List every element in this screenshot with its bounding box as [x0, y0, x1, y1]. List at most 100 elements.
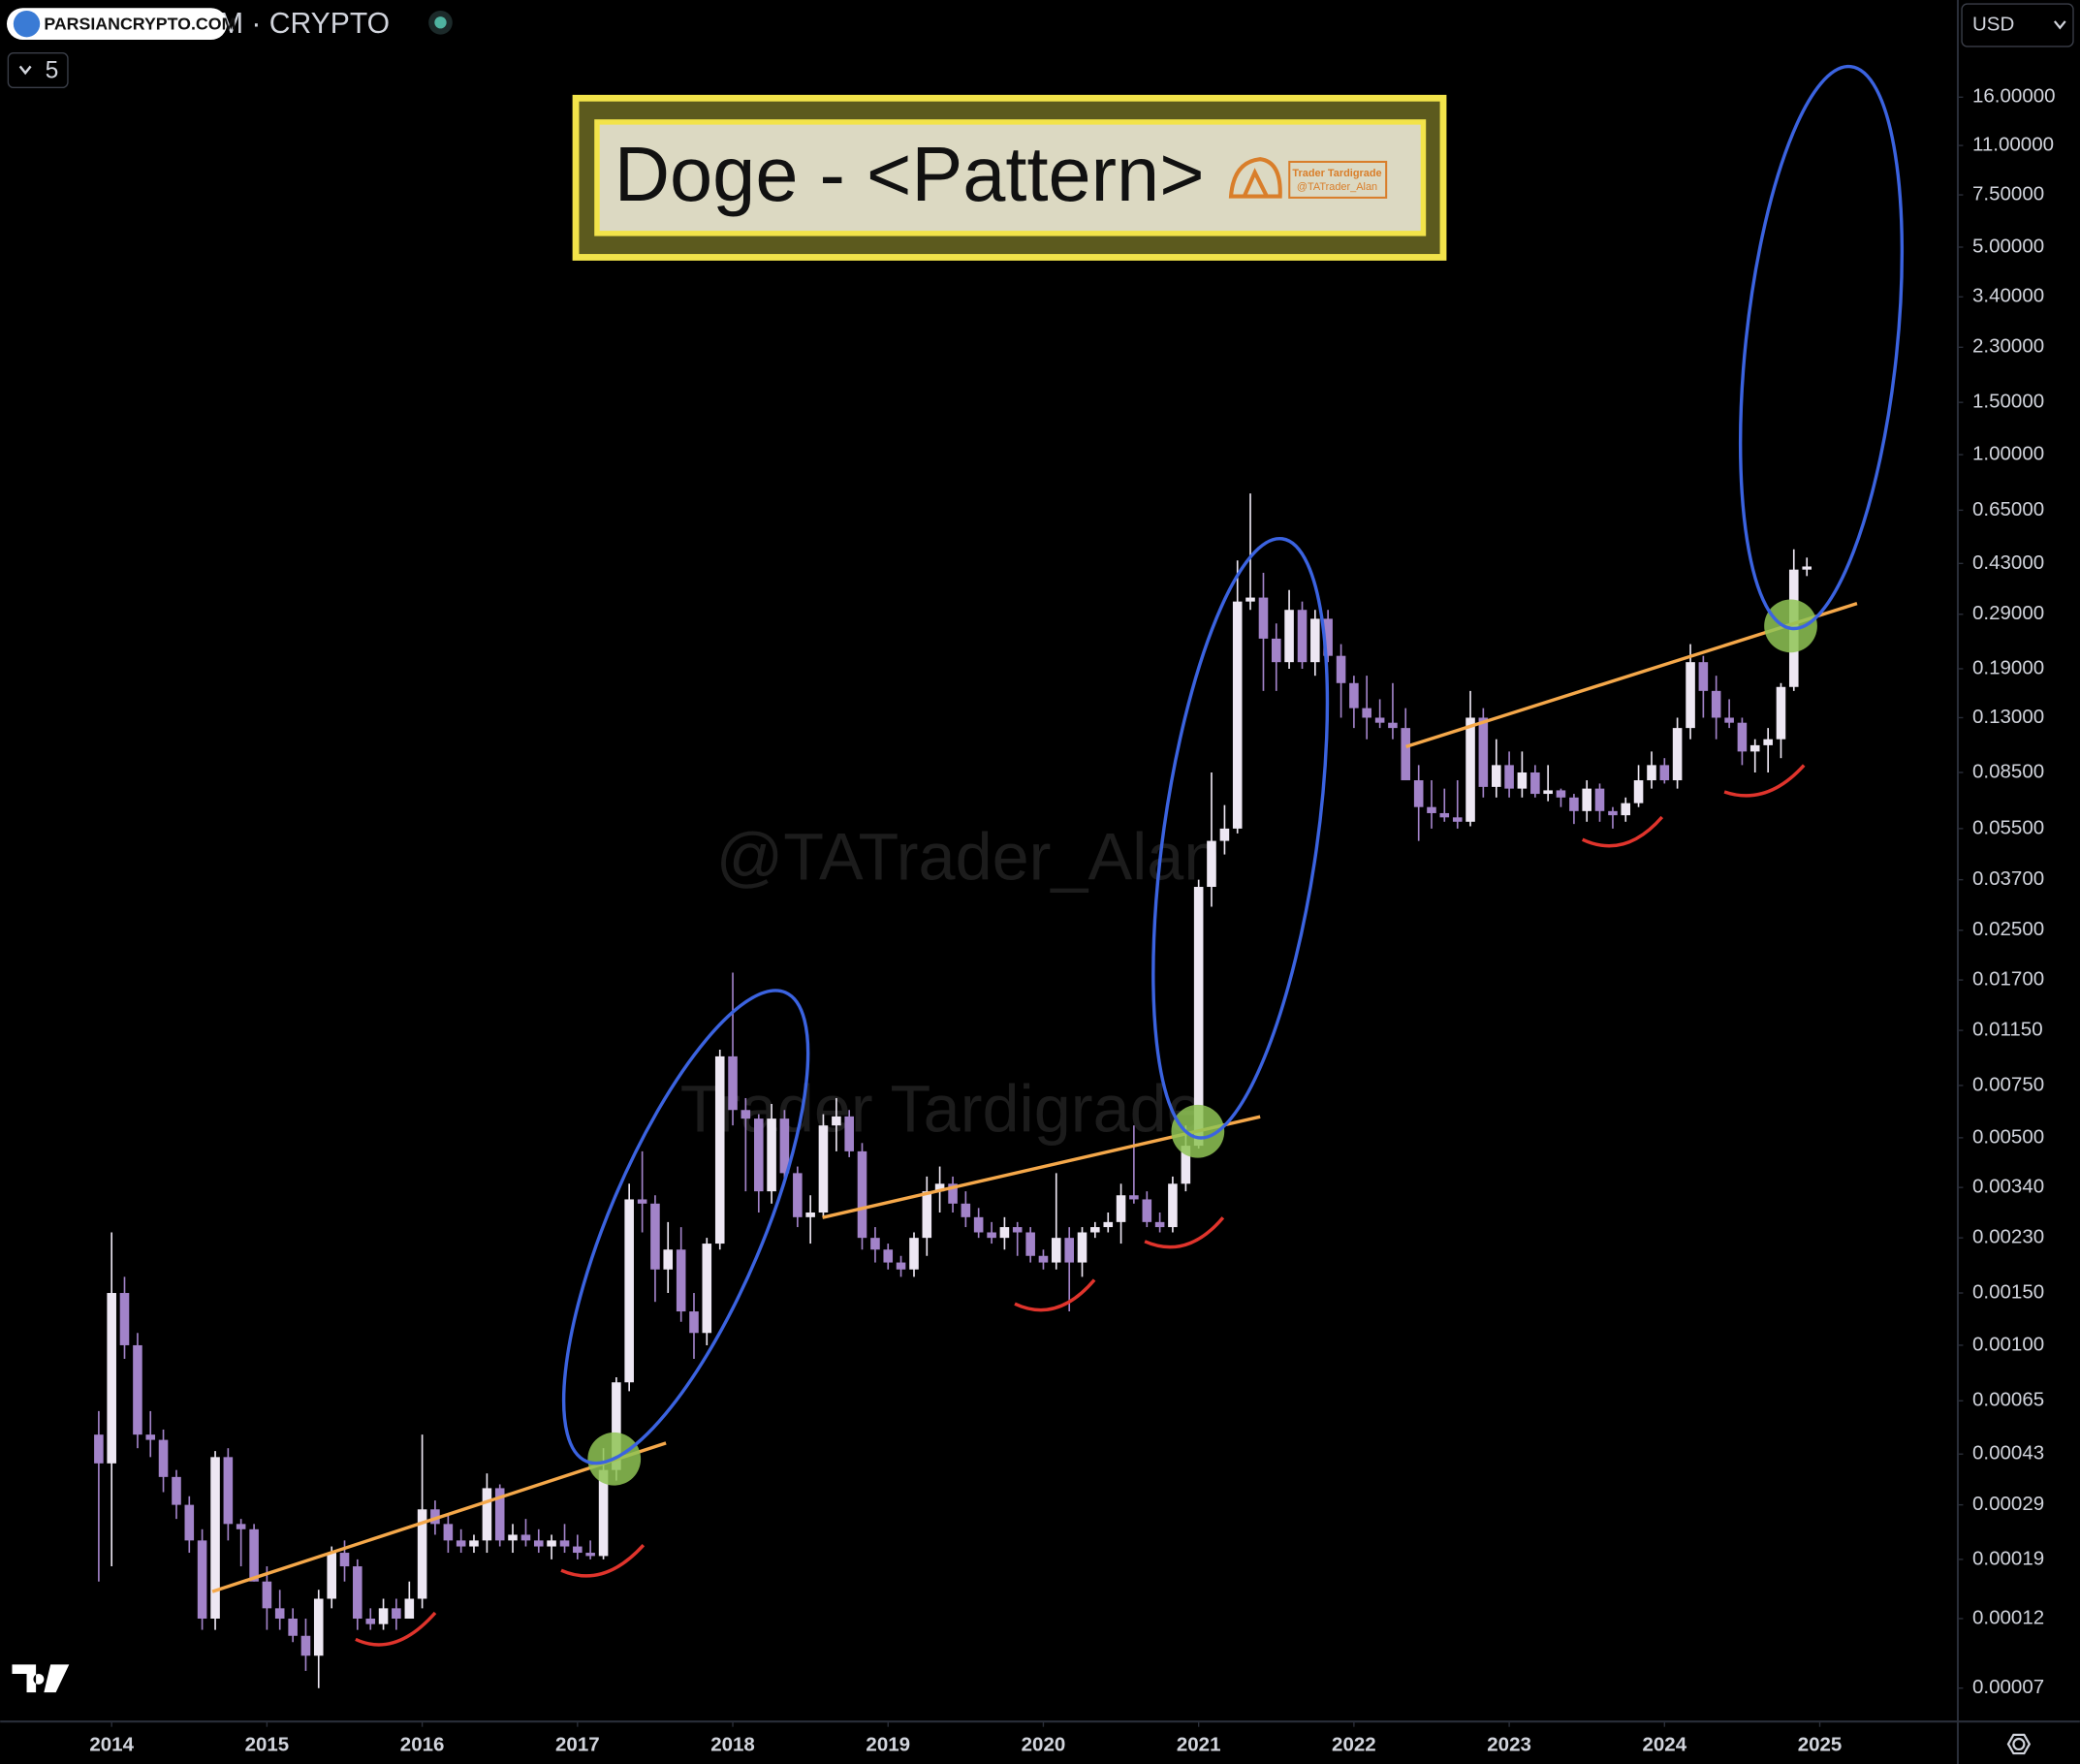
annotations [211, 64, 1905, 1647]
y-tick-label: 2.30000 [1972, 335, 2044, 358]
y-tick-label: 1.00000 [1972, 443, 2044, 465]
settings-icon[interactable] [2012, 1737, 2026, 1751]
y-tick-label: 0.00019 [1972, 1547, 2044, 1569]
y-tick-label: 0.00340 [1972, 1176, 2044, 1198]
base-arc [1014, 1278, 1096, 1312]
candle-body [1154, 1221, 1165, 1228]
candle-body [805, 1212, 815, 1217]
candle-body [1413, 780, 1424, 807]
currency-dropdown[interactable] [1961, 3, 2074, 47]
candle-body [158, 1439, 169, 1477]
candle-body [249, 1528, 259, 1582]
badge-text: PARSIANCRYPTO.COM [44, 15, 236, 34]
candle-body [1193, 887, 1204, 1147]
x-tick-label: 2015 [245, 1733, 290, 1755]
y-tick-label: 0.08500 [1972, 760, 2044, 782]
base-arc [355, 1611, 437, 1647]
interval-button[interactable] [7, 52, 69, 88]
candle-body [365, 1618, 376, 1624]
y-tick-label: 0.00012 [1972, 1606, 2044, 1628]
candle-body [1594, 788, 1605, 811]
candle-body [767, 1118, 776, 1192]
candle-body [1258, 597, 1269, 639]
candle-body [922, 1191, 932, 1239]
candle-body [456, 1540, 466, 1547]
candle-body [961, 1203, 971, 1217]
x-tick-label: 2018 [710, 1733, 755, 1755]
y-tick-label: 0.13000 [1972, 706, 2044, 728]
y-tick-label: 0.29000 [1972, 602, 2044, 624]
candle-body [392, 1608, 401, 1619]
candle-body [870, 1238, 880, 1250]
candle-body [1698, 662, 1709, 691]
base-arc [1581, 815, 1664, 848]
candle-body [973, 1216, 984, 1233]
candle-body [585, 1553, 595, 1557]
candle-body [1388, 722, 1398, 729]
candle-body [1427, 806, 1436, 813]
candle-body [1297, 610, 1308, 663]
candle-body [417, 1509, 427, 1599]
candle-body [612, 1382, 621, 1470]
candle-body [832, 1116, 841, 1126]
y-tick-label: 0.43000 [1972, 551, 2044, 574]
candle-body [1776, 686, 1786, 740]
candle-body [1478, 717, 1489, 787]
candle-body [133, 1344, 142, 1435]
y-tick-label: 16.00000 [1972, 85, 2056, 108]
y-tick-label: 11.00000 [1972, 134, 2054, 156]
candle-body [1711, 690, 1721, 718]
candle-body [119, 1293, 130, 1345]
y-tick-label: 7.50000 [1972, 182, 2044, 205]
candle-body [1659, 765, 1670, 781]
candle-body [844, 1116, 854, 1151]
candle-body [1349, 682, 1359, 709]
candle-body [987, 1232, 996, 1239]
candle-body [1465, 717, 1475, 822]
y-tick-label: 0.00230 [1972, 1226, 2044, 1248]
candle-body [107, 1293, 116, 1464]
candle-body [1737, 722, 1748, 752]
candle-body [883, 1249, 894, 1263]
candle-body [1168, 1183, 1178, 1228]
candle-body [184, 1504, 195, 1541]
interval-label: 5 [46, 57, 59, 83]
candle-body [676, 1249, 686, 1312]
y-tick-label: 0.65000 [1972, 498, 2044, 520]
candle-body [1452, 817, 1463, 822]
currency-label: USD [1972, 13, 2014, 35]
candle-body [650, 1203, 660, 1270]
candle-body [1492, 765, 1501, 787]
candle-body [1763, 739, 1773, 745]
x-tick-label: 2019 [866, 1733, 910, 1755]
candle-body [1012, 1227, 1023, 1233]
candle-body [1517, 772, 1528, 789]
candle-body [1232, 601, 1243, 829]
x-tick-label: 2016 [400, 1733, 445, 1755]
chart-title: Doge - <Pattern> [615, 131, 1205, 217]
y-tick-label: 0.00750 [1972, 1073, 2044, 1095]
candle-body [1530, 772, 1540, 795]
candle-body [1038, 1255, 1049, 1263]
status-dot [434, 16, 447, 29]
candle-body [1323, 618, 1333, 656]
breakout-marker [1171, 1104, 1225, 1158]
candle-body [999, 1227, 1010, 1239]
y-tick-label: 0.00029 [1972, 1493, 2044, 1515]
candle-body [1374, 717, 1385, 723]
candle-body [714, 1055, 725, 1244]
x-tick-label: 2014 [89, 1733, 134, 1755]
base-arc [1723, 764, 1806, 798]
candle-body [754, 1118, 764, 1192]
y-tick-label: 3.40000 [1972, 285, 2044, 307]
logo-text: @TATrader_Alan [1297, 181, 1377, 193]
x-tick-label: 2025 [1798, 1733, 1843, 1755]
candle-body [1077, 1232, 1087, 1263]
candle-body [1271, 638, 1281, 663]
watermark: @TATrader_Alan [716, 821, 1221, 895]
x-tick-label: 2022 [1332, 1733, 1376, 1755]
candle-body [818, 1125, 829, 1213]
candle-body [934, 1183, 945, 1192]
x-tick-label: 2017 [555, 1733, 600, 1755]
